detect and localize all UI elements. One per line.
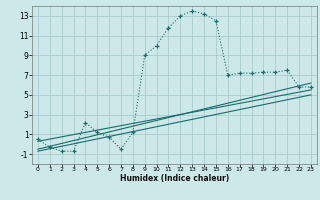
X-axis label: Humidex (Indice chaleur): Humidex (Indice chaleur): [120, 174, 229, 183]
